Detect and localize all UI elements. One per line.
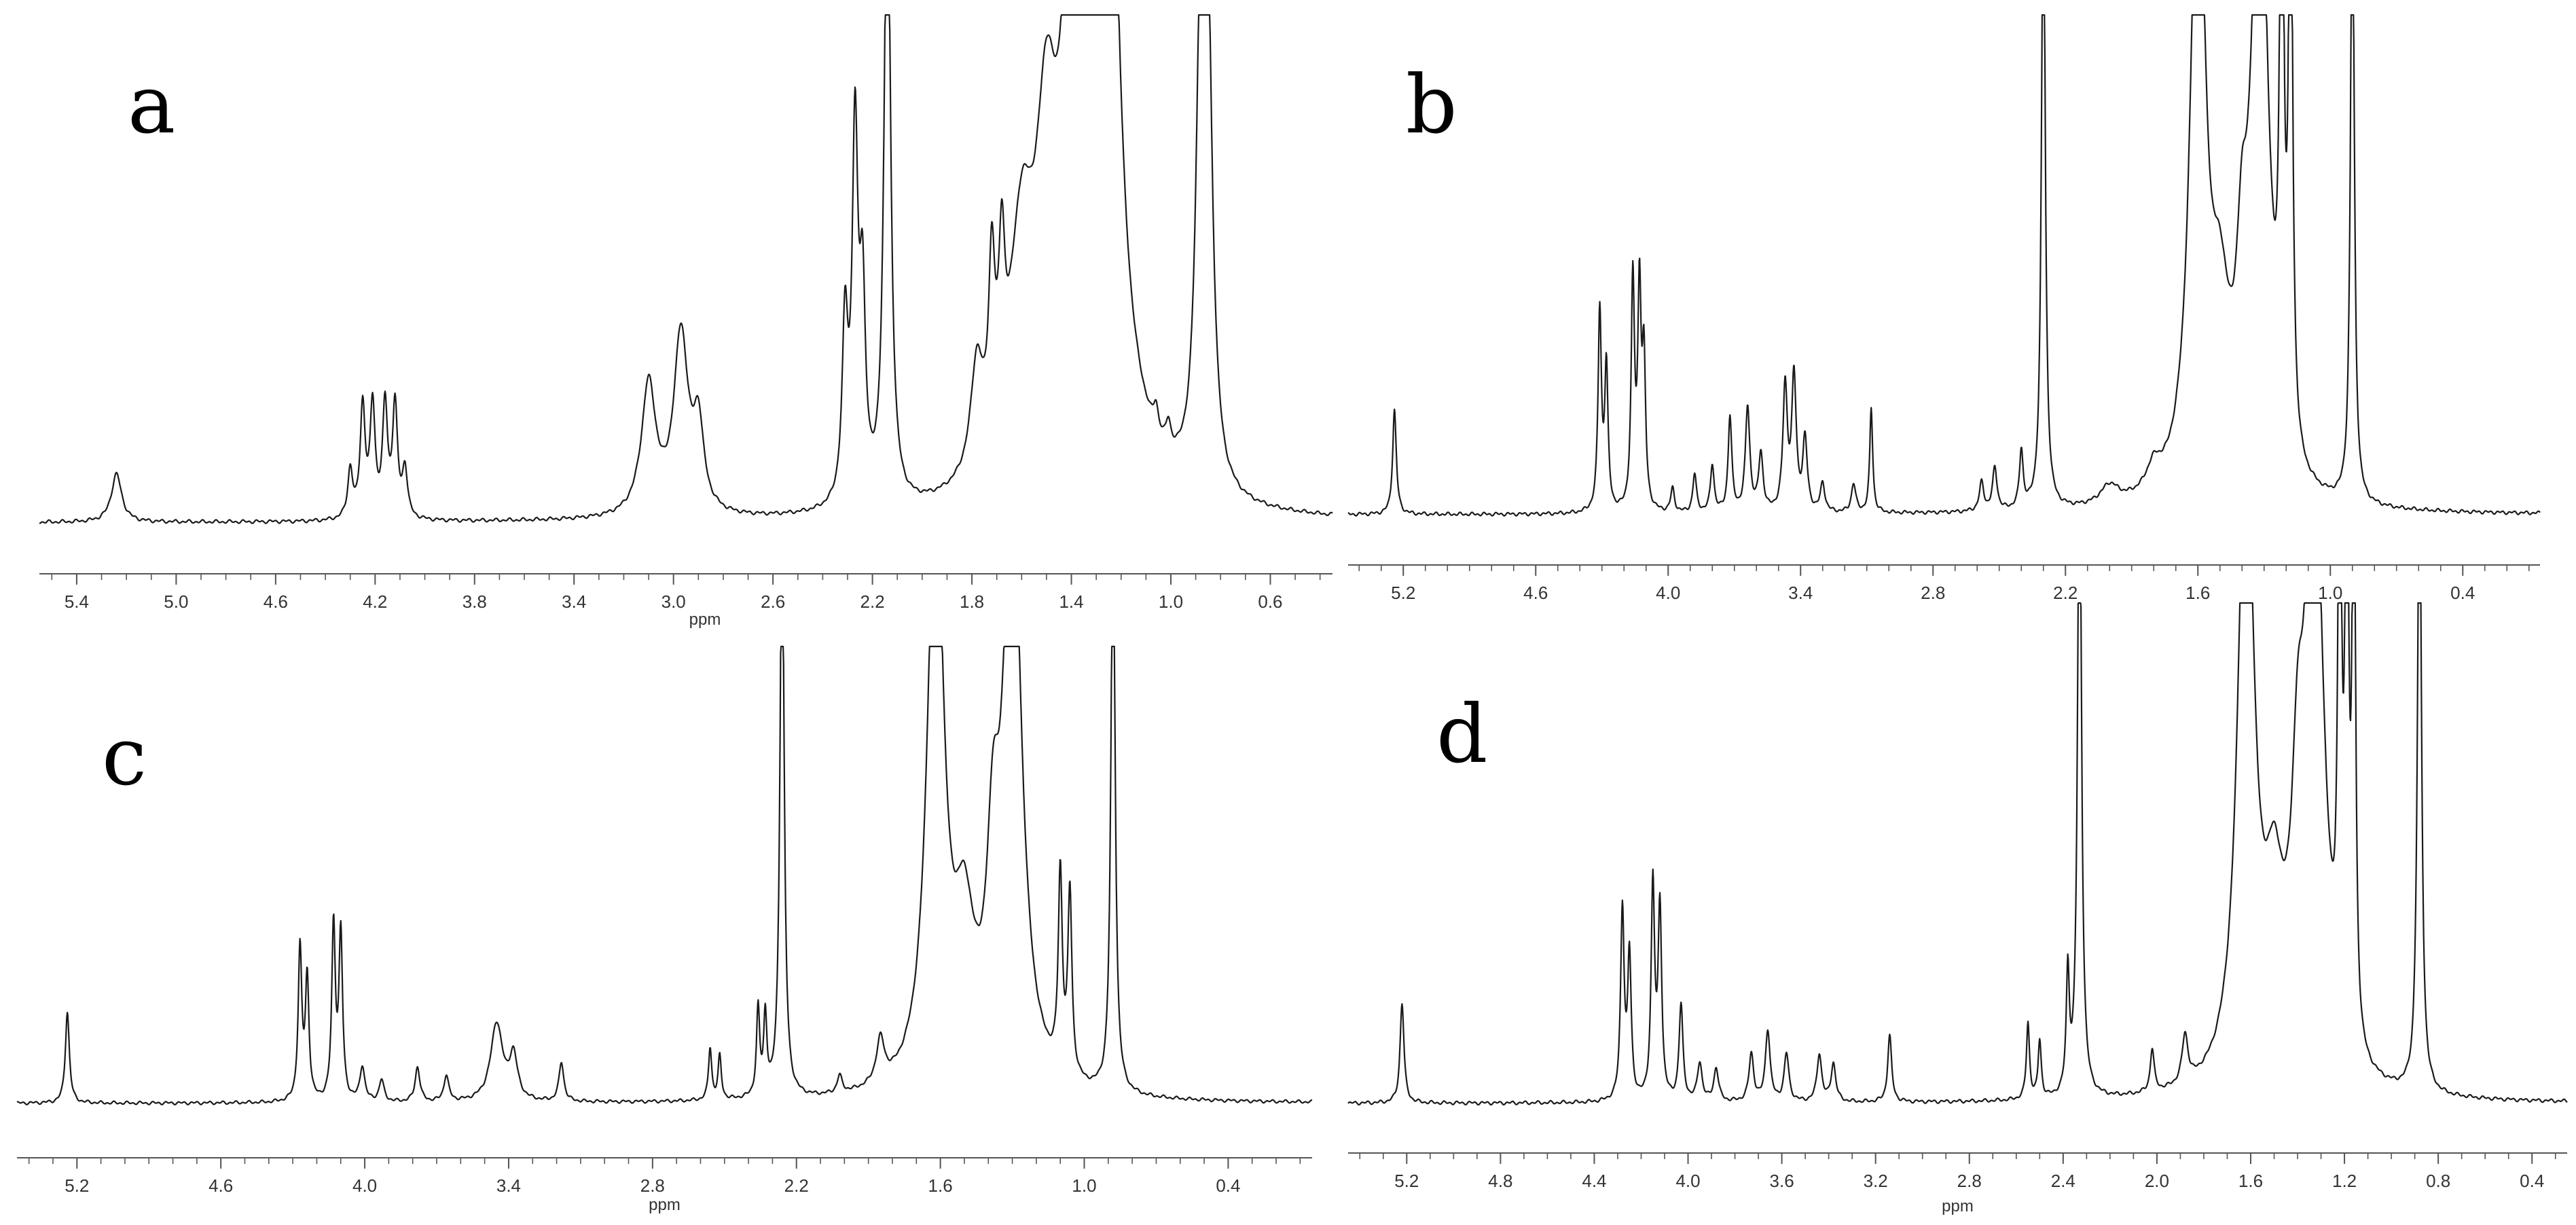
x-axis-unit-label: ppm xyxy=(1942,1197,1974,1215)
x-tick-label: 2.8 xyxy=(1957,1171,1982,1191)
x-tick-label: 4.0 xyxy=(1675,1171,1700,1191)
x-tick-label: 0.4 xyxy=(2450,583,2475,603)
spectrum-panel-c: 5.2 4.6 4.0 3.4 2.8 2.2 1.6 1.0 0.4 ppm c xyxy=(16,645,1313,1214)
x-tick-label: 1.0 xyxy=(1072,1175,1096,1196)
panel-letter-a: a xyxy=(128,58,175,151)
x-axis-unit-label: ppm xyxy=(649,1196,681,1214)
x-tick-label: 1.4 xyxy=(1059,591,1083,612)
x-tick-label: 5.0 xyxy=(164,591,188,612)
spectrum-panel-b: 5.2 4.6 4.0 3.4 2.8 2.2 1.6 1.0 0.4 b xyxy=(1347,14,2541,603)
x-tick-label: 2.2 xyxy=(784,1175,809,1196)
spectrum-trace-b xyxy=(1347,14,2541,517)
panel-letter-d: d xyxy=(1436,687,1488,781)
spectrum-trace-d xyxy=(1347,602,2568,1106)
x-tick-label: 3.0 xyxy=(661,591,686,612)
x-tick-label: 4.6 xyxy=(264,591,288,612)
x-tick-label: 3.6 xyxy=(1770,1171,1794,1191)
x-tick-label: 3.2 xyxy=(1864,1171,1888,1191)
x-tick-label: 2.6 xyxy=(761,591,785,612)
panel-letter-b: b xyxy=(1406,58,1457,151)
spectrum-panel-d: 5.2 4.8 4.4 4.0 3.6 3.2 2.8 2.4 2.0 1.6 1.2 0.8 0.4 p… xyxy=(1347,602,2568,1215)
x-tick-label: 0.6 xyxy=(1258,591,1282,612)
x-tick-label: 4.0 xyxy=(1656,583,1680,603)
x-tick-label: 4.4 xyxy=(1582,1171,1606,1191)
x-tick-label: 5.2 xyxy=(1391,583,1415,603)
x-tick-label: 5.4 xyxy=(65,591,89,612)
x-tick-label: 1.2 xyxy=(2332,1171,2357,1191)
x-tick-label: 1.0 xyxy=(1159,591,1183,612)
x-tick-label: 5.2 xyxy=(1394,1171,1419,1191)
x-tick-label: 2.2 xyxy=(860,591,885,612)
spectrum-trace-c xyxy=(16,645,1313,1105)
x-tick-label: 3.4 xyxy=(1788,583,1813,603)
x-tick-label: 4.2 xyxy=(363,591,387,612)
x-tick-label: 1.6 xyxy=(928,1175,953,1196)
x-tick-label: 3.4 xyxy=(562,591,586,612)
x-tick-label: 0.8 xyxy=(2426,1171,2450,1191)
x-tick-label: 2.2 xyxy=(2053,583,2078,603)
x-tick-label: 4.6 xyxy=(208,1175,233,1196)
x-tick-label: 0.4 xyxy=(1216,1175,1240,1196)
spectrum-panel-a: 5.4 5.0 4.6 4.2 3.8 3.4 3.0 2.6 2.2 1.8 1.4 1.0 0.6 p… xyxy=(39,14,1333,629)
x-tick-label: 4.6 xyxy=(1523,583,1548,603)
x-tick-label: 2.8 xyxy=(1921,583,1945,603)
x-tick-label: 4.0 xyxy=(352,1175,377,1196)
x-tick-label: 1.6 xyxy=(2185,583,2210,603)
spectrum-trace-a xyxy=(39,14,1333,524)
x-tick-label: 2.0 xyxy=(2145,1171,2169,1191)
x-axis-unit-label: ppm xyxy=(689,610,721,629)
x-tick-label: 3.8 xyxy=(462,591,487,612)
x-tick-label: 1.0 xyxy=(2318,583,2342,603)
x-tick-label: 3.4 xyxy=(496,1175,521,1196)
x-tick-label: 2.4 xyxy=(2051,1171,2075,1191)
x-tick-label: 0.4 xyxy=(2520,1171,2544,1191)
x-tick-label: 1.6 xyxy=(2238,1171,2263,1191)
x-tick-label: 1.8 xyxy=(960,591,984,612)
panel-letter-c: c xyxy=(102,710,147,803)
x-tick-label: 4.8 xyxy=(1488,1171,1512,1191)
x-tick-label: 2.8 xyxy=(640,1175,665,1196)
x-tick-label: 5.2 xyxy=(65,1175,89,1196)
